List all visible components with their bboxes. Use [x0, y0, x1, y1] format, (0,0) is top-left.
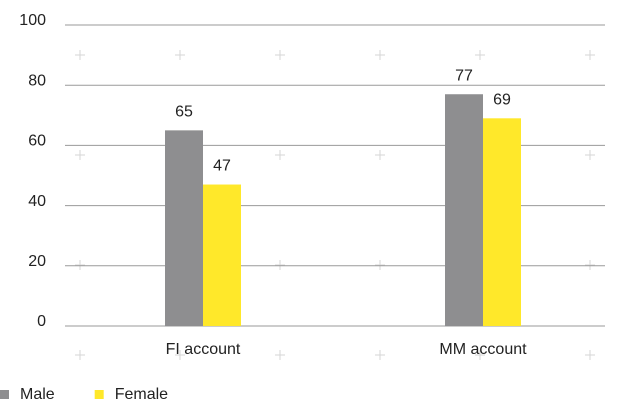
y-tick-label: 80: [28, 72, 46, 89]
legend-swatch: [94, 390, 104, 399]
y-tick-label: 60: [28, 133, 46, 150]
legend-swatch: [0, 390, 9, 399]
value-label: 47: [213, 158, 231, 175]
legend-label: Female: [115, 386, 168, 403]
value-label: 77: [455, 67, 473, 84]
bar: [483, 118, 521, 326]
value-label: 69: [493, 92, 511, 109]
bar: [203, 184, 241, 326]
y-tick-label: 40: [28, 193, 46, 210]
value-label: 65: [175, 104, 193, 121]
bar: [165, 130, 203, 326]
y-tick-label: 20: [28, 253, 46, 270]
bar: [445, 94, 483, 326]
y-tick-label: 0: [37, 313, 46, 330]
y-tick-label: 100: [19, 12, 46, 29]
x-tick-label: MM account: [439, 341, 527, 358]
legend-label: Male: [20, 386, 55, 403]
x-tick-label: FI account: [166, 341, 241, 358]
